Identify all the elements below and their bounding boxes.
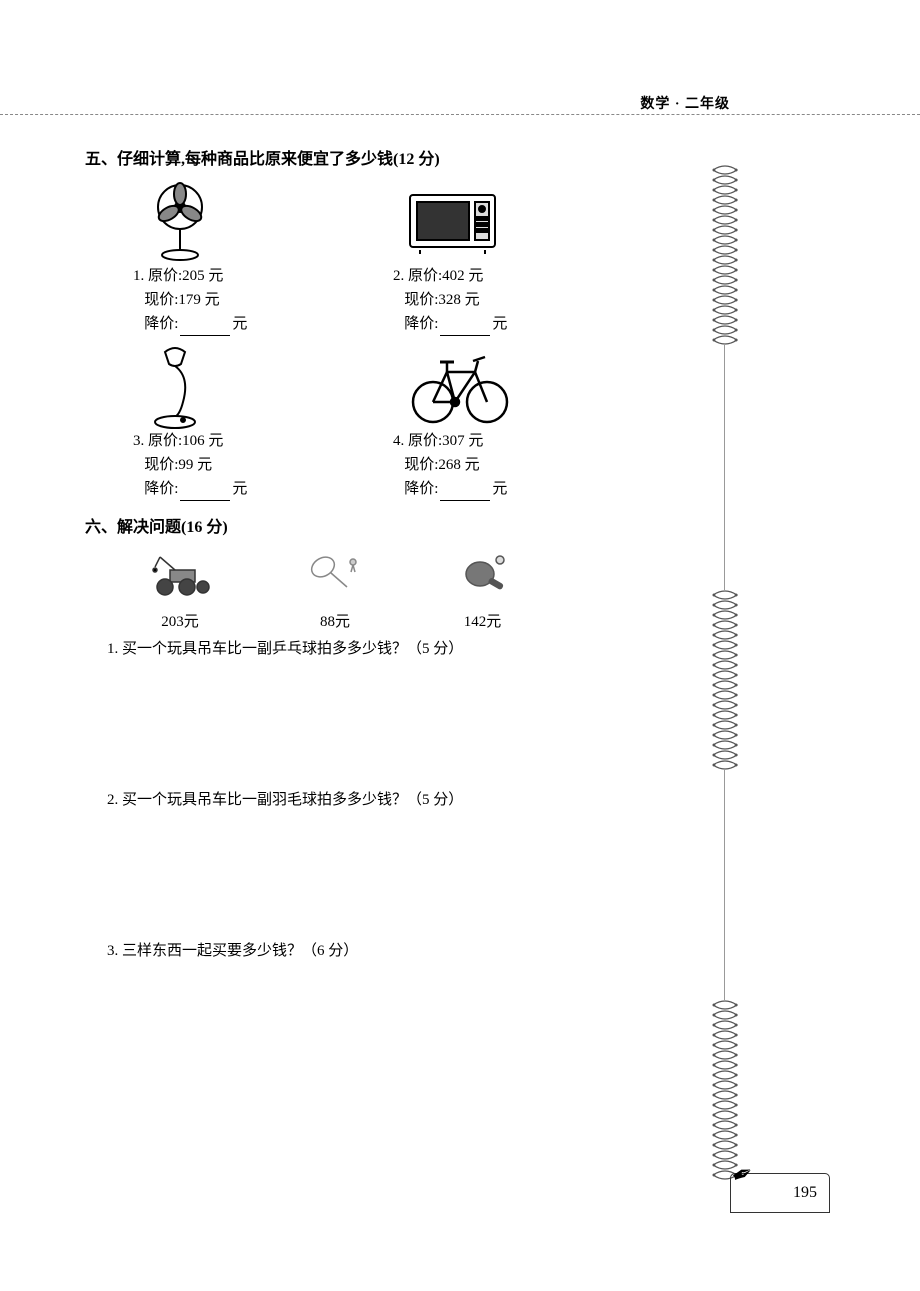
item3-cut: 降价: 元: [125, 477, 385, 501]
product-item-2: 2. 原价:402 元 现价:328 元 降价: 元: [385, 179, 645, 336]
orig-label: 原价:: [408, 268, 442, 284]
now-value: 328: [438, 292, 461, 308]
item-num: 3: [133, 433, 141, 449]
spiral-ring-icon: [711, 335, 739, 346]
toy-crane-item: 203元: [145, 547, 215, 631]
price-value: 203: [161, 614, 184, 630]
orig-value: 402: [442, 268, 465, 284]
unit: 元: [208, 433, 223, 449]
unit: 元: [465, 292, 480, 308]
item1-cut: 降价: 元: [125, 312, 385, 336]
badminton-price: 88元: [305, 610, 365, 631]
item-num: 2: [393, 268, 401, 284]
binding-line: [724, 770, 725, 1000]
unit: 元: [468, 433, 483, 449]
orig-value: 205: [182, 268, 205, 284]
now-value: 99: [178, 457, 193, 473]
unit: 元: [232, 481, 247, 497]
item1-now: 现价:179 元: [125, 288, 385, 312]
unit: 元: [232, 316, 247, 332]
now-value: 179: [178, 292, 201, 308]
fan-icon: [125, 179, 385, 264]
answer-blank[interactable]: [180, 500, 230, 501]
unit: 元: [492, 481, 507, 497]
badminton-icon: [305, 547, 365, 602]
unit: 元: [468, 268, 483, 284]
page-number: 195: [793, 1184, 817, 1202]
product-item-3: 3. 原价:106 元 现价:99 元 降价: 元: [125, 344, 385, 501]
lamp-icon: [125, 344, 385, 429]
pingpong-price: 142元: [455, 610, 510, 631]
item-num: 1: [133, 268, 141, 284]
spiral-ring-icon: [711, 760, 739, 771]
toy-crane-icon: [145, 547, 215, 602]
unit: 元: [492, 316, 507, 332]
main-content: 五、仔细计算,每种商品比原来便宜了多少钱(12 分): [85, 145, 705, 960]
section6-title: 六、解决问题(16 分): [85, 513, 705, 537]
pingpong-icon: [455, 547, 510, 602]
binding-line: [724, 345, 725, 590]
item2-now: 现价:328 元: [385, 288, 645, 312]
question-2: 2. 买一个玩具吊车比一副羽毛球拍多多少钱？（5 分）: [85, 788, 705, 809]
unit: 元: [208, 268, 223, 284]
product-item-1: 1. 原价:205 元 现价:179 元 降价: 元: [125, 179, 385, 336]
answer-blank[interactable]: [180, 335, 230, 336]
unit: 元: [197, 457, 212, 473]
price-value: 142: [464, 614, 487, 630]
orig-label: 原价:: [148, 433, 182, 449]
item3-orig: 3. 原价:106 元: [125, 429, 385, 453]
price-value: 88: [320, 614, 335, 630]
section6-items-row: 203元 88元: [85, 547, 705, 631]
question-1: 1. 买一个玩具吊车比一副乒乓球拍多多少钱？（5 分）: [85, 637, 705, 658]
question-3: 3. 三样东西一起买要多少钱？（6 分）: [85, 939, 705, 960]
pingpong-item: 142元: [455, 547, 510, 631]
orig-value: 106: [182, 433, 205, 449]
section5-grid: 1. 原价:205 元 现价:179 元 降价:元: [85, 179, 705, 509]
answer-blank[interactable]: [440, 335, 490, 336]
page-header-subject: 数学 · 二年级: [640, 93, 730, 113]
spiral-group: [711, 165, 739, 345]
now-label: 现价:: [144, 457, 178, 473]
cut-label: 降价:: [404, 316, 438, 332]
item3-now: 现价:99 元: [125, 453, 385, 477]
unit: 元: [465, 457, 480, 473]
section5-title: 五、仔细计算,每种商品比原来便宜了多少钱(12 分): [85, 145, 705, 169]
orig-label: 原价:: [408, 433, 442, 449]
item2-cut: 降价: 元: [385, 312, 645, 336]
microwave-icon: [385, 179, 645, 264]
now-value: 268: [438, 457, 461, 473]
price-unit: 元: [184, 614, 199, 630]
price-unit: 元: [486, 614, 501, 630]
orig-label: 原价:: [148, 268, 182, 284]
item2-orig: 2. 原价:402 元: [385, 264, 645, 288]
cut-label: 降价:: [404, 481, 438, 497]
orig-value: 307: [442, 433, 465, 449]
now-label: 现价:: [404, 292, 438, 308]
item4-now: 现价:268 元: [385, 453, 645, 477]
bicycle-icon: [385, 344, 645, 429]
cut-label: 降价:: [144, 316, 178, 332]
badminton-item: 88元: [305, 547, 365, 631]
cut-label: 降价:: [144, 481, 178, 497]
header-divider: [0, 114, 920, 115]
product-item-4: 4. 原价:307 元 现价:268 元 降价: 元: [385, 344, 645, 501]
answer-blank[interactable]: [440, 500, 490, 501]
item-num: 4: [393, 433, 401, 449]
item4-cut: 降价: 元: [385, 477, 645, 501]
item4-orig: 4. 原价:307 元: [385, 429, 645, 453]
unit: 元: [205, 292, 220, 308]
now-label: 现价:: [404, 457, 438, 473]
item1-orig: 1. 原价:205 元: [125, 264, 385, 288]
spiral-group: [711, 590, 739, 770]
toy-crane-price: 203元: [145, 610, 215, 631]
now-label: 现价:: [144, 292, 178, 308]
price-unit: 元: [335, 614, 350, 630]
spiral-group: [711, 1000, 739, 1180]
